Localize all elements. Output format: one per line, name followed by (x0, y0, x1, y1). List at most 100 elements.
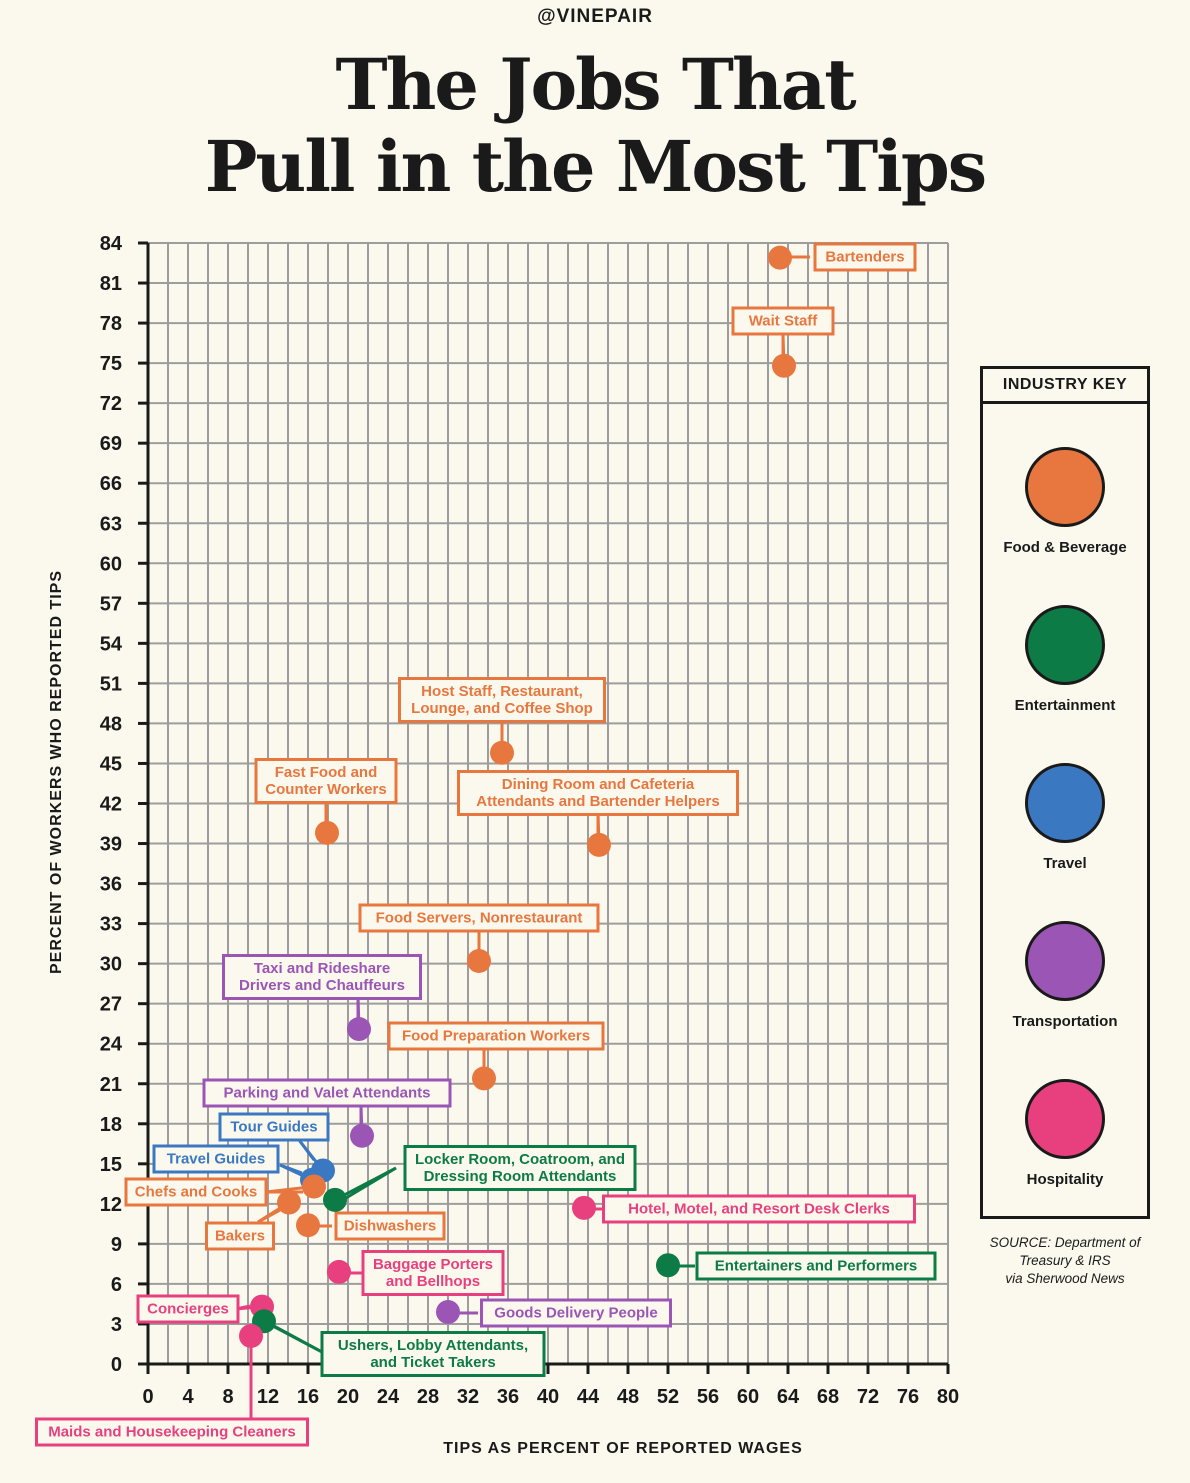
source-line-3: via Sherwood News (1005, 1271, 1125, 1286)
point-label-box (218, 1112, 330, 1142)
point-label-text: Concierges (147, 1301, 229, 1318)
data-point (772, 353, 796, 378)
y-tick-label: 18 (100, 1114, 122, 1136)
y-tick-label: 60 (100, 553, 122, 575)
y-tick-label: 42 (100, 794, 122, 816)
point-label: Bartenders (813, 242, 917, 272)
x-tick-label: 36 (497, 1386, 519, 1408)
data-point (490, 740, 514, 765)
x-tick-label: 8 (222, 1386, 233, 1408)
point-label-text: Taxi and Rideshare (254, 960, 390, 977)
x-tick-label: 80 (937, 1386, 959, 1408)
y-tick-label: 0 (111, 1354, 122, 1376)
point-label-text: Tour Guides (230, 1119, 317, 1136)
legend-label-food-beverage: Food & Beverage (1003, 539, 1127, 556)
legend-label-hospitality: Hospitality (1026, 1171, 1104, 1188)
legend-title: INDUSTRY KEY (983, 369, 1147, 404)
legend-item-hospitality: Hospitality (983, 1079, 1147, 1188)
page-title: The Jobs That Pull in the Most Tips (0, 44, 1190, 208)
point-label-text: Dishwashers (344, 1218, 437, 1235)
data-point (436, 1299, 460, 1324)
y-tick-label: 21 (100, 1074, 122, 1096)
x-tick-label: 72 (857, 1386, 879, 1408)
data-point (296, 1213, 320, 1238)
point-label-box (205, 1221, 275, 1251)
point-label-text: Dressing Room Attendants (424, 1168, 617, 1185)
y-tick-label: 9 (111, 1234, 122, 1256)
point-label: Parking and Valet Attendants (202, 1078, 452, 1108)
legend-item-food-beverage: Food & Beverage (983, 447, 1147, 556)
point-label-text: Bakers (215, 1228, 265, 1245)
point-label-box (124, 1177, 268, 1207)
y-tick-label: 75 (100, 353, 122, 375)
point-label-text: Food Preparation Workers (402, 1028, 590, 1045)
point-label: Food Preparation Workers (387, 1021, 605, 1051)
source-line-1: SOURCE: Department of (989, 1235, 1141, 1250)
y-tick-label: 54 (100, 633, 123, 655)
y-tick-label: 30 (100, 954, 122, 976)
point-label: Goods Delivery People (480, 1298, 672, 1328)
point-label-text: Drivers and Chauffeurs (239, 977, 405, 994)
y-tick-label: 72 (100, 393, 122, 415)
y-tick-label: 48 (100, 713, 122, 735)
point-label-box (387, 1021, 605, 1051)
point-label: Tour Guides (218, 1112, 330, 1142)
point-label-box (136, 1294, 240, 1324)
point-label-text: and Bellhops (386, 1273, 480, 1290)
point-label-box (695, 1251, 937, 1281)
x-tick-label: 44 (577, 1386, 600, 1408)
x-tick-label: 76 (897, 1386, 919, 1408)
y-tick-label: 36 (100, 874, 122, 896)
source-line-2: Treasury & IRS (1019, 1253, 1111, 1268)
point-label-text: Locker Room, Coatroom, and (415, 1151, 625, 1168)
point-label-text: Parking and Valet Attendants (224, 1085, 431, 1102)
y-tick-label: 84 (100, 233, 123, 255)
point-label-text: Goods Delivery People (494, 1305, 657, 1322)
legend-swatch-travel (1025, 763, 1105, 843)
data-point (587, 832, 611, 857)
point-label-text: and Ticket Takers (370, 1354, 495, 1371)
legend-swatch-hospitality (1025, 1079, 1105, 1159)
point-label-text: Chefs and Cooks (135, 1184, 258, 1201)
point-label-text: Maids and Housekeeping Cleaners (48, 1424, 296, 1441)
y-tick-label: 81 (100, 273, 122, 295)
point-labels: Bartenders Wait Staff Host Staff, Restaura… (35, 242, 937, 1447)
point-label-box (361, 1250, 505, 1296)
point-label: Host Staff, Restaurant,Lounge, and Coffe… (398, 677, 606, 723)
legend-label-transportation: Transportation (1012, 1013, 1118, 1030)
x-tick-label: 24 (377, 1386, 400, 1408)
x-tick-label: 56 (697, 1386, 719, 1408)
x-tick-label: 48 (617, 1386, 639, 1408)
x-tick-label: 60 (737, 1386, 759, 1408)
data-point (768, 245, 792, 270)
point-label-text: Lounge, and Coffee Shop (411, 700, 593, 717)
y-tick-label: 12 (100, 1194, 122, 1216)
point-label-text: Fast Food and (275, 764, 378, 781)
point-label: Concierges (136, 1294, 240, 1324)
x-tick-label: 16 (297, 1386, 319, 1408)
leader-line (334, 1166, 397, 1202)
industry-legend: INDUSTRY KEY Food & Beverage Entertainme… (980, 366, 1150, 1219)
point-label-box (731, 306, 835, 336)
point-label-box (813, 242, 917, 272)
y-tick-label: 39 (100, 834, 122, 856)
x-tick-label: 64 (777, 1386, 800, 1408)
x-tick-label: 4 (182, 1386, 194, 1408)
y-axis-title: PERCENT OF WORKERS WHO REPORTED TIPS (48, 570, 65, 974)
legend-item-transportation: Transportation (983, 921, 1147, 1030)
legend-label-travel: Travel (1043, 855, 1087, 872)
point-label-text: Bartenders (825, 249, 904, 266)
source-note: SOURCE: Department of Treasury & IRS via… (968, 1234, 1162, 1288)
x-tick-label: 28 (417, 1386, 439, 1408)
data-points (239, 245, 796, 1348)
x-tick-label: 0 (142, 1386, 153, 1408)
point-label: Wait Staff (731, 306, 835, 336)
point-label-box (334, 1211, 446, 1241)
point-label-text: Hotel, Motel, and Resort Desk Clerks (628, 1201, 890, 1218)
data-point (572, 1195, 596, 1220)
legend-item-entertainment: Entertainment (983, 605, 1147, 714)
point-label-text: Counter Workers (265, 781, 386, 798)
